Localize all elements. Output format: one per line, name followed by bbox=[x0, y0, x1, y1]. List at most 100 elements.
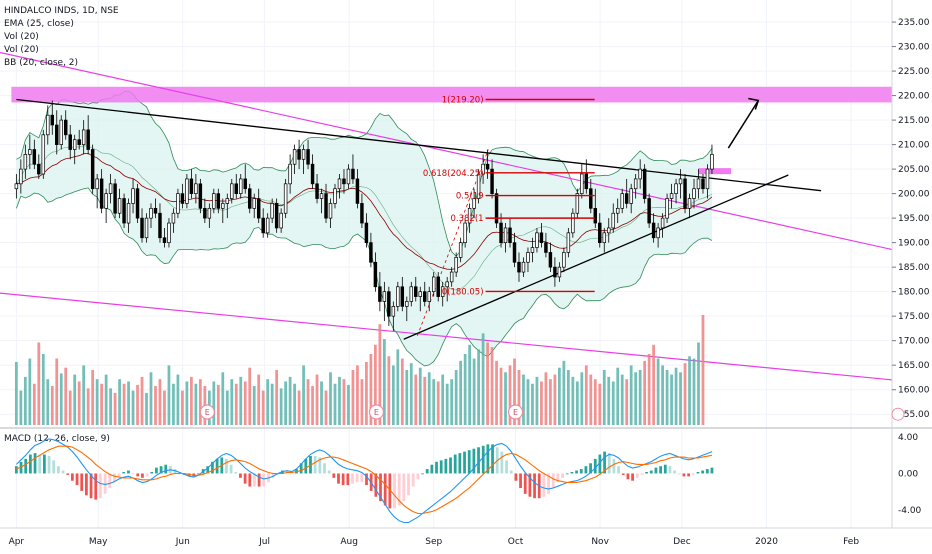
candle-body bbox=[566, 232, 571, 253]
volume-bar bbox=[432, 379, 436, 425]
fibonacci-layer: 1(219.20) 0.618(204.25) 0.5(19 0.382(1 0(180… bbox=[423, 96, 595, 297]
price-tick-label: 220.00 bbox=[898, 92, 930, 102]
candle-body bbox=[499, 222, 503, 243]
macd-histogram-bar bbox=[425, 469, 429, 474]
candle-body bbox=[171, 212, 176, 224]
candle-body bbox=[548, 252, 553, 268]
candle bbox=[503, 223, 508, 253]
volume-bar bbox=[28, 358, 32, 425]
volume-bar bbox=[436, 381, 440, 425]
candle bbox=[351, 154, 355, 184]
candle-body bbox=[418, 291, 422, 297]
candle bbox=[274, 198, 279, 233]
volume-bar bbox=[656, 358, 660, 425]
price-tick-label: 215.00 bbox=[898, 116, 930, 126]
legend-bb[interactable]: BB (20, close, 2) bbox=[4, 58, 79, 68]
fib-level: 0.618(204.25) bbox=[423, 169, 595, 179]
candle bbox=[261, 208, 265, 238]
candle-body bbox=[382, 291, 387, 302]
volume-bar bbox=[131, 390, 135, 425]
candle bbox=[696, 169, 701, 199]
candle-body bbox=[431, 276, 436, 293]
volume-bar bbox=[163, 390, 166, 425]
volume-bar bbox=[46, 379, 50, 425]
candle bbox=[369, 232, 373, 268]
volume-bar bbox=[459, 360, 463, 425]
volume-bar bbox=[423, 376, 427, 425]
candle bbox=[180, 183, 185, 209]
candle-body bbox=[225, 198, 230, 204]
candle-body bbox=[189, 178, 194, 194]
candle bbox=[144, 213, 149, 243]
candle bbox=[32, 139, 37, 170]
candle bbox=[467, 203, 472, 233]
volume-bar bbox=[91, 370, 95, 425]
volume-bar bbox=[382, 339, 386, 425]
volume-bar bbox=[243, 381, 247, 425]
volume-bar bbox=[288, 376, 292, 425]
macd-histogram-bar bbox=[551, 473, 555, 488]
bollinger-band-fill bbox=[16, 91, 712, 366]
candle bbox=[176, 188, 180, 219]
fib-level-label: 0.5(19 bbox=[456, 192, 484, 202]
macd-histogram-bar bbox=[486, 444, 490, 474]
candle-body bbox=[324, 193, 328, 219]
macd-histogram-bar bbox=[649, 470, 653, 474]
candle bbox=[14, 174, 19, 199]
macd-histogram-bar bbox=[365, 473, 368, 486]
candle bbox=[557, 262, 562, 282]
ema-line bbox=[16, 152, 713, 270]
volume-bar bbox=[549, 379, 552, 425]
candle-body bbox=[279, 212, 283, 229]
macd-histogram-bar bbox=[197, 473, 200, 475]
candle-body bbox=[481, 163, 485, 175]
volume-bar bbox=[405, 370, 409, 425]
volume-bar bbox=[59, 373, 63, 425]
candle bbox=[131, 178, 135, 214]
candle-body bbox=[607, 227, 611, 234]
volume-bar bbox=[167, 365, 171, 425]
macd-histogram-bar bbox=[327, 470, 331, 474]
candle-body bbox=[63, 119, 68, 136]
macd-histogram-bar bbox=[42, 454, 46, 474]
legend-vol-2[interactable]: Vol (20) bbox=[4, 45, 39, 55]
candle bbox=[189, 169, 194, 199]
candle bbox=[607, 218, 611, 243]
macd-histogram-bar bbox=[710, 467, 714, 474]
macd-histogram-bar bbox=[253, 473, 256, 487]
volume-bar bbox=[320, 381, 323, 425]
legend-symbol[interactable]: HINDALCO INDS, 1D, NSE bbox=[4, 6, 119, 16]
candle bbox=[481, 154, 485, 184]
candle bbox=[544, 232, 548, 258]
candle-body bbox=[633, 178, 638, 190]
event-marker-label: E bbox=[513, 408, 518, 417]
volume-bar bbox=[275, 370, 279, 425]
candle bbox=[315, 174, 319, 204]
indicator-legend: HINDALCO INDS, 1D, NSE EMA (25, close) V… bbox=[4, 5, 119, 70]
candle-body bbox=[472, 198, 476, 209]
macd-histogram-bar bbox=[458, 453, 462, 474]
candle-body bbox=[239, 178, 243, 194]
candle bbox=[297, 139, 301, 170]
macd-histogram-bar bbox=[453, 454, 457, 474]
macd-histogram-bar bbox=[57, 466, 60, 474]
volume-bar bbox=[391, 365, 395, 425]
candle bbox=[72, 134, 77, 165]
macd-histogram-bar bbox=[402, 473, 406, 502]
volume-bar bbox=[414, 374, 418, 425]
candle-body bbox=[153, 207, 158, 214]
candle-body bbox=[571, 212, 575, 234]
macd-histogram-bar bbox=[430, 464, 434, 474]
macd-histogram-bar bbox=[509, 470, 513, 474]
macd-histogram-bar bbox=[374, 473, 378, 497]
legend-vol-1[interactable]: Vol (20) bbox=[4, 32, 39, 42]
candle bbox=[221, 198, 225, 224]
time-tick-label: Aug bbox=[340, 537, 358, 547]
legend-ema[interactable]: EMA (25, close) bbox=[4, 19, 74, 29]
candle bbox=[252, 193, 256, 219]
candle-body bbox=[642, 168, 647, 199]
candle-body bbox=[544, 242, 548, 253]
candle bbox=[149, 203, 153, 228]
volume-bar bbox=[257, 374, 261, 425]
